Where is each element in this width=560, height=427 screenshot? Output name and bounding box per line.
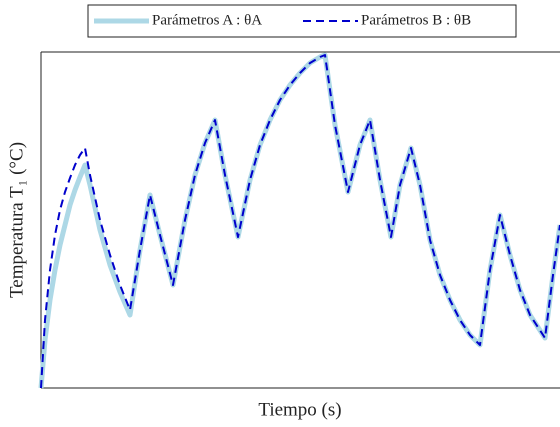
legend-box	[87, 4, 517, 38]
legend: Parámetros A : θA Parámetros B : θB	[87, 4, 517, 38]
legend-label: Parámetros B : θB	[361, 12, 471, 28]
legend-label: Parámetros A : θA	[152, 12, 262, 28]
x-axis-label: Tiempo (s)	[258, 399, 341, 420]
y-axis-label: Temperatura T₁ (°C)	[6, 142, 27, 298]
series-line	[40, 54, 560, 389]
plot-lines	[38, 52, 560, 389]
series-line	[38, 52, 560, 389]
